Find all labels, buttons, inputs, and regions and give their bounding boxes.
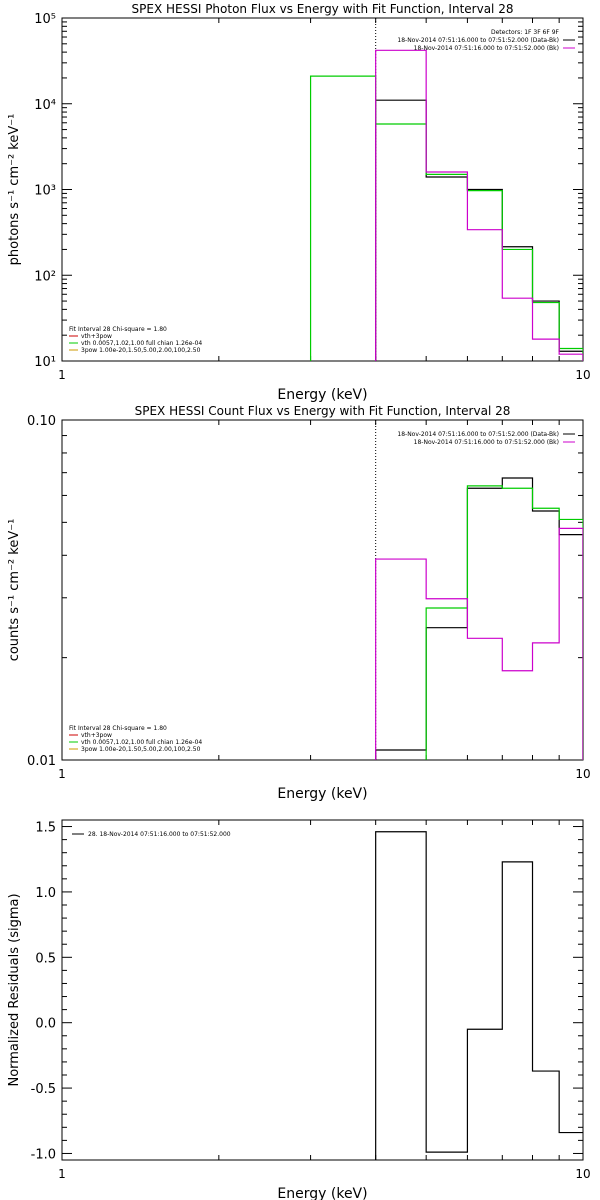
- legend-left-text: 3pow 1.00e-20,1.50,5.00,2.00,100,2.50: [81, 347, 201, 354]
- data-series: [309, 49, 583, 361]
- legend-right-text: 18-Nov-2014 07:51:16.000 to 07:51:52.000…: [414, 439, 559, 446]
- x-axis: 1 10 Energy (keV): [58, 820, 591, 1200]
- y-tick-label: 10⁴: [34, 98, 56, 113]
- legend-left: 28. 18-Nov-2014 07:51:16.000 to 07:51:52…: [72, 831, 231, 838]
- y-tick-label: -1.0: [31, 1147, 56, 1162]
- x-tick-label: 1: [58, 767, 66, 781]
- legend-right-text: 18-Nov-2014 07:51:16.000 to 07:51:52.000…: [397, 431, 559, 438]
- chart-title: SPEX HESSI Photon Flux vs Energy with Fi…: [132, 2, 514, 16]
- y-axis: 10¹ 10² 10³ 10⁴ 10⁵ photons s⁻¹ cm⁻² keV⁻¹: [7, 12, 583, 370]
- series-bk: [375, 527, 583, 760]
- legend-left-text: 3pow 1.00e-20,1.50,5.00,2.00,100,2.50: [81, 746, 201, 753]
- y-axis: -1.0 -0.5 0.0 0.5 1.0 1.5 Normalized Residuals…: [7, 821, 583, 1162]
- legend-left: Fit Interval 28 Chi-square = 1.80vth+3po…: [69, 326, 202, 354]
- y-tick-label: 10⁵: [34, 12, 56, 27]
- y-tick-label: 0.10: [27, 414, 56, 429]
- legend-left: Fit Interval 28 Chi-square = 1.80vth+3po…: [69, 725, 202, 753]
- x-tick-label: 1: [58, 1167, 66, 1181]
- x-axis-label: Energy (keV): [277, 786, 367, 802]
- y-axis-label: photons s⁻¹ cm⁻² keV⁻¹: [7, 114, 22, 266]
- legend-left-text: vth 0.0057,1.02,1.00 full chian 1.26e-04: [81, 739, 202, 746]
- x-axis-label: Energy (keV): [277, 387, 367, 403]
- x-tick-label: 10: [575, 1167, 590, 1181]
- legend-left-text: vth+3pow: [81, 732, 112, 739]
- legend-left-text: vth+3pow: [81, 333, 112, 340]
- series-vth-3pow: [425, 485, 583, 760]
- y-axis-label: counts s⁻¹ cm⁻² keV⁻¹: [7, 519, 22, 662]
- y-axis-label: Normalized Residuals (sigma): [7, 893, 22, 1086]
- series-28-18-nov-2014-07-51-16-000-to-07-51-52-000: [375, 831, 583, 1160]
- y-tick-label: 10³: [34, 184, 56, 199]
- legend-left-text: Fit Interval 28 Chi-square = 1.80: [69, 725, 167, 732]
- y-tick-label: 1.5: [35, 821, 56, 836]
- x-tick-label: 10: [575, 767, 590, 781]
- data-series: [375, 477, 583, 760]
- y-tick-label: 1.0: [35, 886, 56, 901]
- legend-left-text: vth 0.0057,1.02,1.00 full chian 1.26e-04: [81, 340, 202, 347]
- legend-left-text: 28. 18-Nov-2014 07:51:16.000 to 07:51:52…: [88, 831, 231, 838]
- legend-right: 18-Nov-2014 07:51:16.000 to 07:51:52.000…: [397, 431, 575, 446]
- plot-frame: [61, 819, 584, 1161]
- legend-right-text: 18-Nov-2014 07:51:16.000 to 07:51:52.000…: [397, 37, 559, 44]
- y-tick-label: 0.01: [27, 754, 56, 769]
- y-tick-label: -0.5: [31, 1082, 56, 1097]
- y-tick-label: 0.0: [35, 1017, 56, 1032]
- legend-left-text: Fit Interval 28 Chi-square = 1.80: [69, 326, 167, 333]
- legend-right-text: Detectors: 1F 3F 6F 9F: [491, 29, 560, 36]
- y-tick-label: 10²: [34, 269, 56, 284]
- x-tick-label: 10: [575, 368, 590, 382]
- y-tick-label: 0.5: [35, 951, 56, 966]
- chart-title: SPEX HESSI Count Flux vs Energy with Fit…: [135, 404, 511, 418]
- chart-panel-3: 1 10 Energy (keV) -1.0 -0.5 0.0 0.5 1.0 1.5 Norma…: [7, 819, 591, 1200]
- chart-panel-2: SPEX HESSI Count Flux vs Energy with Fit…: [7, 404, 591, 802]
- data-series: [375, 831, 583, 1160]
- series-bk: [375, 49, 583, 361]
- y-tick-label: 10¹: [34, 355, 56, 370]
- x-axis-label: Energy (keV): [277, 1186, 367, 1200]
- chart-panel-1: SPEX HESSI Photon Flux vs Energy with Fi…: [7, 2, 591, 403]
- x-tick-label: 1: [58, 368, 66, 382]
- legend-right-text: 18-Nov-2014 07:51:16.000 to 07:51:52.000…: [414, 45, 559, 52]
- y-axis: 0.01 0.10 counts s⁻¹ cm⁻² keV⁻¹: [7, 414, 583, 769]
